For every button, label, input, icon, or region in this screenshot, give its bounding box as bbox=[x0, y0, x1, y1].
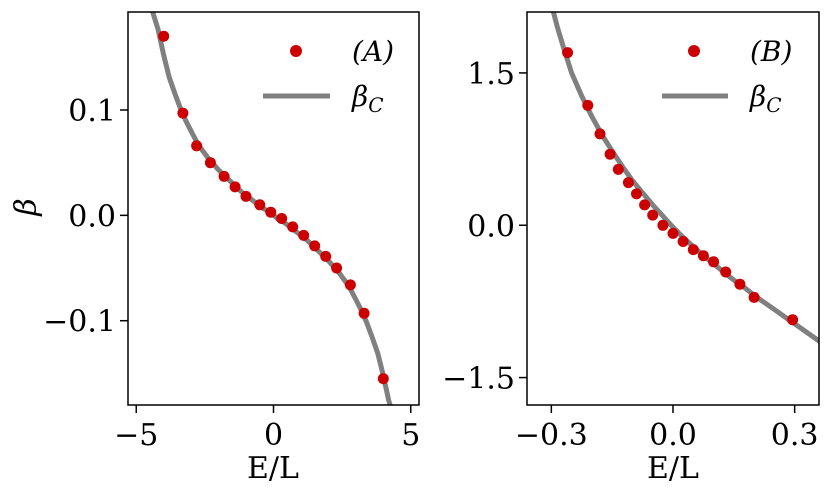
y-tick-label: 0.0 bbox=[68, 199, 116, 234]
panel-b-data-point bbox=[677, 236, 689, 247]
panel-b-data-point bbox=[787, 314, 799, 326]
x-tick-label: 0.0 bbox=[649, 418, 697, 453]
panel-b-data-point bbox=[708, 256, 720, 268]
panel-a-data-point bbox=[331, 262, 343, 274]
panel-a-data-point bbox=[191, 140, 203, 152]
panel-a-plot-area bbox=[150, 12, 393, 405]
panel-a-data-point bbox=[177, 107, 189, 119]
y-tick-label: −1.5 bbox=[442, 362, 515, 397]
panel-b-data-point bbox=[748, 291, 760, 303]
panel-a-legend: (A) βC bbox=[263, 35, 394, 117]
legend-marker-a bbox=[290, 45, 302, 57]
panel-a-data-point bbox=[265, 206, 277, 218]
panel-b-data-point bbox=[687, 244, 699, 256]
panel-b-data-point bbox=[697, 250, 709, 262]
panel-a-data-point bbox=[240, 190, 252, 202]
y-tick-label: −0.1 bbox=[43, 305, 116, 340]
x-tick-label: −5 bbox=[114, 418, 158, 453]
panel-b-data-point bbox=[631, 188, 642, 200]
legend-label-b: (B) bbox=[750, 35, 792, 68]
panel-b-data-point bbox=[612, 163, 624, 175]
panel-a-data-point bbox=[344, 279, 356, 291]
panel-a-data-point bbox=[276, 213, 288, 224]
y-tick-label: 1.5 bbox=[467, 57, 515, 92]
panel-a: −5 0 5 0.1 0.0 −0.1 (A) βC E/L bbox=[43, 11, 420, 486]
panel-b-legend: (B) βC bbox=[662, 35, 792, 117]
x-tick-label: 5 bbox=[401, 418, 420, 453]
y-axis-label: β bbox=[9, 198, 44, 216]
panel-b-data-point bbox=[720, 266, 732, 278]
panel-a-data-point bbox=[254, 199, 266, 211]
panel-b-data-point bbox=[657, 219, 669, 231]
y-tick-label: 0.0 bbox=[467, 209, 515, 244]
panel-b-data-point bbox=[594, 128, 606, 140]
panel-b: −0.3 0.0 0.3 1.5 0.0 −1.5 (B) βC E/L bbox=[442, 11, 820, 486]
legend-marker-b bbox=[688, 45, 700, 57]
x-tick-label: 0 bbox=[264, 418, 283, 453]
panel-a-data-point bbox=[320, 250, 332, 262]
panel-a-data-point bbox=[298, 229, 310, 241]
legend-label-a: (A) bbox=[352, 35, 394, 68]
panel-a-data-point bbox=[204, 157, 216, 169]
panel-b-data-point bbox=[647, 209, 659, 221]
panel-a-data-point bbox=[287, 221, 299, 233]
panel-a-data-point bbox=[377, 373, 389, 385]
panel-b-x-axis-label: E/L bbox=[647, 451, 699, 486]
panel-a-data-point bbox=[358, 307, 370, 319]
panel-b-data-point bbox=[734, 278, 746, 290]
legend-label-betac-a: βC bbox=[351, 80, 384, 117]
panel-b-data-point bbox=[582, 99, 594, 111]
panel-b-data-point bbox=[604, 148, 616, 160]
panel-b-data-point bbox=[562, 47, 574, 59]
panel-a-x-axis-label: E/L bbox=[247, 451, 299, 486]
panel-b-data-point bbox=[622, 177, 634, 189]
panel-a-data-point bbox=[218, 170, 230, 182]
x-tick-label: 0.3 bbox=[771, 418, 819, 453]
panel-b-ticks: −0.3 0.0 0.3 1.5 0.0 −1.5 bbox=[442, 57, 818, 453]
y-tick-label: 0.1 bbox=[68, 94, 116, 129]
panel-b-data-point bbox=[639, 199, 651, 211]
panel-a-data-point bbox=[158, 30, 170, 42]
legend-label-betac-b: βC bbox=[749, 80, 782, 117]
panel-b-data-point bbox=[667, 227, 679, 239]
panel-a-data-point bbox=[229, 181, 241, 193]
panel-b-plot-area bbox=[550, 12, 819, 344]
panel-a-ticks: −5 0 5 0.1 0.0 −0.1 bbox=[43, 94, 420, 453]
panel-a-data-point bbox=[309, 240, 321, 252]
x-tick-label: −0.3 bbox=[515, 418, 588, 453]
